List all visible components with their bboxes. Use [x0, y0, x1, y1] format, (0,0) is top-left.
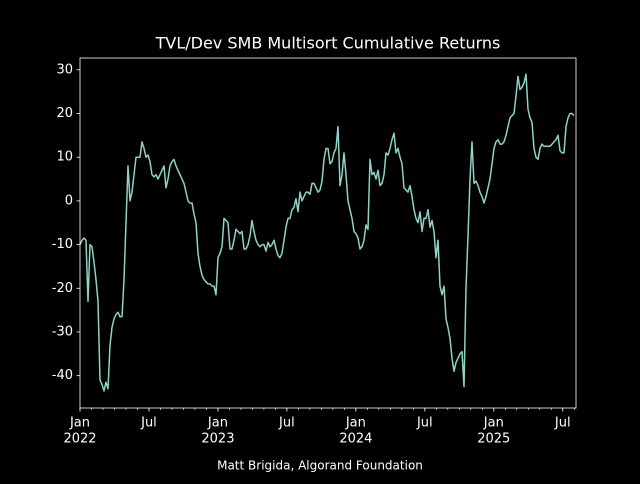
y-tick-label: -30	[52, 324, 73, 339]
x-tick-label: Jul	[416, 416, 433, 431]
x-tick-label: Jul	[554, 416, 571, 431]
x-tick-label: Jul	[278, 416, 295, 431]
y-tick-label: 20	[56, 106, 73, 121]
x-tick-label: Jan	[345, 416, 366, 431]
plot-area: -40 -30 -20 -10 0 10 20 30 Jan Jul Jan Jul Jan Jul Jan…	[52, 57, 577, 447]
y-tick-label: -20	[52, 281, 73, 296]
data-line	[79, 73, 575, 392]
x-year-label: 2023	[201, 432, 234, 447]
y-tick-label: 10	[56, 150, 73, 165]
axes-frame	[79, 57, 577, 409]
chart-title: TVL/Dev SMB Multisort Cumulative Returns	[155, 34, 501, 53]
x-tick-label: Jan	[483, 416, 504, 431]
x-tick-label: Jan	[69, 416, 90, 431]
y-tick-label: -40	[52, 368, 73, 383]
x-tick-label: Jul	[140, 416, 157, 431]
x-tick-label: Jan	[207, 416, 228, 431]
y-tick-label: 0	[65, 193, 73, 208]
footer-caption: Matt Brigida, Algorand Foundation	[217, 459, 423, 473]
x-year-label: 2024	[339, 432, 372, 447]
x-year-label: 2025	[477, 432, 510, 447]
y-tick-label: 30	[56, 62, 73, 77]
y-tick-label: -10	[52, 237, 73, 252]
x-year-label: 2022	[63, 432, 96, 447]
